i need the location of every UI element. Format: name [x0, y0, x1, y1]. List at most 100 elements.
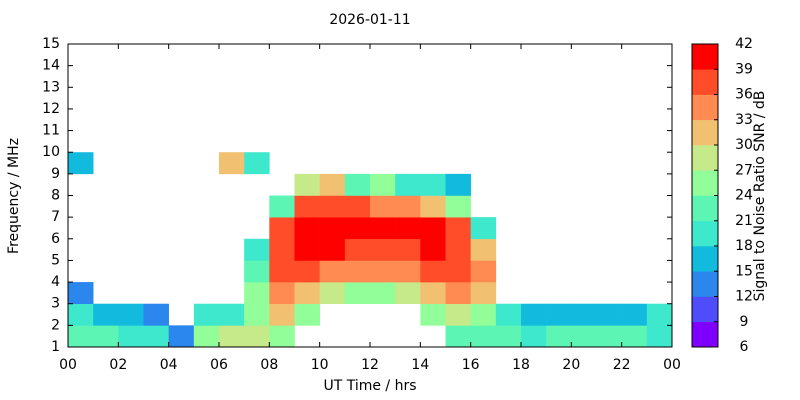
- colorbar-segment: [692, 119, 718, 146]
- colorbar-segment: [692, 246, 718, 272]
- y-tick-label: 6: [51, 231, 60, 247]
- x-tick-label: 06: [210, 357, 228, 373]
- y-tick-label: 12: [42, 101, 60, 117]
- colorbar-segment: [692, 170, 718, 196]
- x-tick-label: 10: [311, 357, 329, 373]
- heatmap-cell: [244, 152, 270, 175]
- heatmap-cell: [370, 260, 396, 283]
- heatmap-cell: [470, 325, 497, 348]
- heatmap-cell: [420, 217, 446, 240]
- y-tick-label: 7: [51, 209, 60, 225]
- y-tick-label: 9: [51, 166, 60, 182]
- heatmap-cell: [269, 217, 295, 240]
- x-tick-label: 04: [160, 357, 178, 373]
- heatmap-cell: [445, 260, 471, 283]
- heatmap-cell: [244, 325, 270, 348]
- heatmap-cell: [395, 195, 421, 218]
- y-tick-label: 10: [42, 144, 60, 160]
- colorbar-tick-label: 15: [735, 263, 753, 279]
- heatmap-cell: [344, 173, 371, 196]
- colorbar-segment: [692, 220, 718, 247]
- colorbar-segment: [692, 271, 718, 297]
- heatmap-cell: [344, 195, 371, 218]
- colorbar-segment: [692, 195, 718, 222]
- heatmap-cell: [319, 195, 346, 218]
- heatmap-cell: [370, 195, 396, 218]
- y-axis-label: Frequency / MHz: [6, 138, 22, 254]
- heatmap-cell: [370, 173, 396, 196]
- heatmap-cell: [395, 217, 421, 240]
- heatmap-cell: [470, 260, 497, 283]
- heatmap-cell: [646, 325, 673, 348]
- x-tick-label: 00: [59, 357, 77, 373]
- heatmap-cell: [219, 303, 245, 326]
- heatmap-cell: [395, 260, 421, 283]
- heatmap-cell: [219, 325, 245, 348]
- heatmap-cell: [445, 195, 471, 218]
- heatmap-cell: [445, 325, 471, 348]
- colorbar-tick-label: 30: [735, 137, 753, 153]
- colorbar-segment: [692, 94, 718, 121]
- heatmap-cell: [244, 303, 270, 326]
- colorbar-tick-label: 27: [735, 162, 753, 178]
- colorbar-label: Signal to Noise Ratio SNR / dB: [752, 91, 768, 302]
- y-tick-label: 5: [51, 252, 60, 268]
- heatmap-cell: [445, 238, 471, 261]
- colorbar-segment: [692, 44, 718, 70]
- heatmap-cell: [420, 238, 446, 261]
- heatmap-cell: [596, 303, 622, 326]
- x-tick-label: 14: [411, 357, 429, 373]
- y-tick-label: 11: [42, 123, 60, 139]
- colorbar-segment: [692, 69, 718, 95]
- y-tick-label: 1: [51, 339, 60, 355]
- heatmap-cell: [219, 152, 245, 175]
- colorbar-tick-label: 42: [735, 36, 753, 52]
- y-tick-label: 2: [51, 317, 60, 333]
- heatmap-cell: [344, 282, 371, 305]
- heatmap-cell: [269, 238, 295, 261]
- heatmap-cell: [294, 282, 320, 305]
- heatmap-cell: [344, 260, 371, 283]
- colorbar-tick-label: 9: [740, 314, 749, 330]
- x-tick-label: 02: [109, 357, 127, 373]
- heatmap-cell: [319, 217, 346, 240]
- heatmap-cell: [93, 303, 119, 326]
- heatmap-cell: [344, 217, 371, 240]
- colorbar-segment: [692, 296, 718, 323]
- heatmap-cell: [294, 260, 320, 283]
- heatmap-cell: [294, 195, 320, 218]
- heatmap-cell: [395, 282, 421, 305]
- colorbar-tick-label: 21: [735, 213, 753, 229]
- heatmap-cell: [420, 260, 446, 283]
- heatmap-cell: [68, 325, 94, 348]
- heatmap-cell: [420, 173, 446, 196]
- x-tick-label: 18: [512, 357, 530, 373]
- x-tick-label: 08: [260, 357, 278, 373]
- heatmap-cell: [294, 217, 320, 240]
- heatmap-cell: [445, 217, 471, 240]
- heatmap-cell: [621, 325, 648, 348]
- y-tick-label: 15: [42, 36, 60, 52]
- heatmap-cell: [546, 303, 572, 326]
- x-axis-label: UT Time / hrs: [323, 378, 416, 394]
- y-tick-label: 4: [51, 274, 60, 290]
- heatmap-cell: [269, 303, 295, 326]
- heatmap-cell: [395, 238, 421, 261]
- heatmap-cell: [344, 238, 371, 261]
- heatmap-cell: [370, 282, 396, 305]
- heatmap-cell: [269, 282, 295, 305]
- y-tick-label: 8: [51, 188, 60, 204]
- y-tick-label: 13: [42, 79, 60, 95]
- heatmap-cell: [319, 282, 346, 305]
- colorbar-tick-label: 12: [735, 289, 753, 305]
- heatmap-cell: [420, 303, 446, 326]
- heatmap-cell: [68, 152, 94, 175]
- colorbar-tick-label: 24: [735, 188, 753, 204]
- heatmap-cell: [370, 217, 396, 240]
- heatmap-cell: [370, 238, 396, 261]
- x-tick-label: 22: [613, 357, 631, 373]
- heatmap-cell: [93, 325, 119, 348]
- heatmap-cell: [68, 282, 94, 305]
- heatmap-cell: [571, 325, 597, 348]
- heatmap-cell: [193, 325, 220, 348]
